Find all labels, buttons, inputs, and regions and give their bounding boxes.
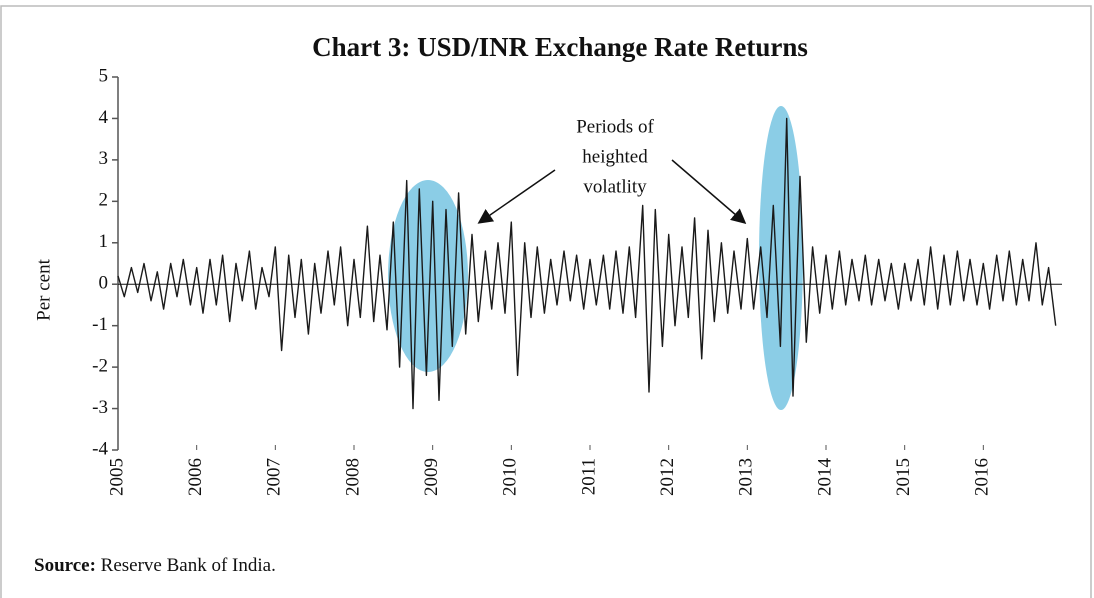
source: Source: Reserve Bank of India. bbox=[34, 555, 276, 576]
source-text: Reserve Bank of India. bbox=[101, 555, 276, 576]
highlight-ellipse bbox=[759, 106, 803, 410]
y-tick-label: 3 bbox=[99, 148, 109, 169]
annotation-arrow bbox=[477, 169, 556, 224]
annotation-arrow bbox=[671, 159, 747, 224]
x-tick-label: 2011 bbox=[578, 458, 599, 495]
y-tick-label: -3 bbox=[92, 397, 108, 418]
x-tick-label: 2010 bbox=[500, 458, 521, 496]
x-tick-label: 2014 bbox=[814, 458, 835, 497]
chart-title: Chart 3: USD/INR Exchange Rate Returns bbox=[312, 32, 808, 62]
y-tick-label: -1 bbox=[92, 314, 108, 335]
y-tick-label: 1 bbox=[99, 231, 109, 252]
x-tick-label: 2013 bbox=[736, 458, 757, 496]
y-tick-label: 4 bbox=[99, 107, 109, 128]
x-tick-label: 2006 bbox=[185, 458, 206, 496]
y-tick-label: 0 bbox=[99, 273, 109, 294]
x-tick-label: 2009 bbox=[421, 458, 442, 496]
annotation: volatlity bbox=[583, 176, 647, 197]
x-tick-label: 2008 bbox=[342, 458, 363, 496]
y-tick-label: -4 bbox=[92, 438, 108, 459]
y-tick-label: 2 bbox=[99, 190, 109, 211]
annotation: Periods of bbox=[576, 116, 654, 137]
source-label: Source: bbox=[34, 555, 96, 576]
x-tick-label: 2007 bbox=[264, 458, 285, 496]
x-tick-label: 2016 bbox=[972, 458, 993, 496]
y-tick-label: -2 bbox=[92, 355, 108, 376]
frame bbox=[0, 5, 1092, 598]
x-tick-label: 2015 bbox=[893, 458, 914, 496]
y-axis-label: Per cent bbox=[33, 258, 54, 320]
x-tick-label: 2012 bbox=[657, 458, 678, 496]
x-tick-label: 2005 bbox=[106, 458, 127, 496]
y-tick-label: 5 bbox=[99, 65, 109, 86]
annotation: heighted bbox=[582, 146, 648, 167]
